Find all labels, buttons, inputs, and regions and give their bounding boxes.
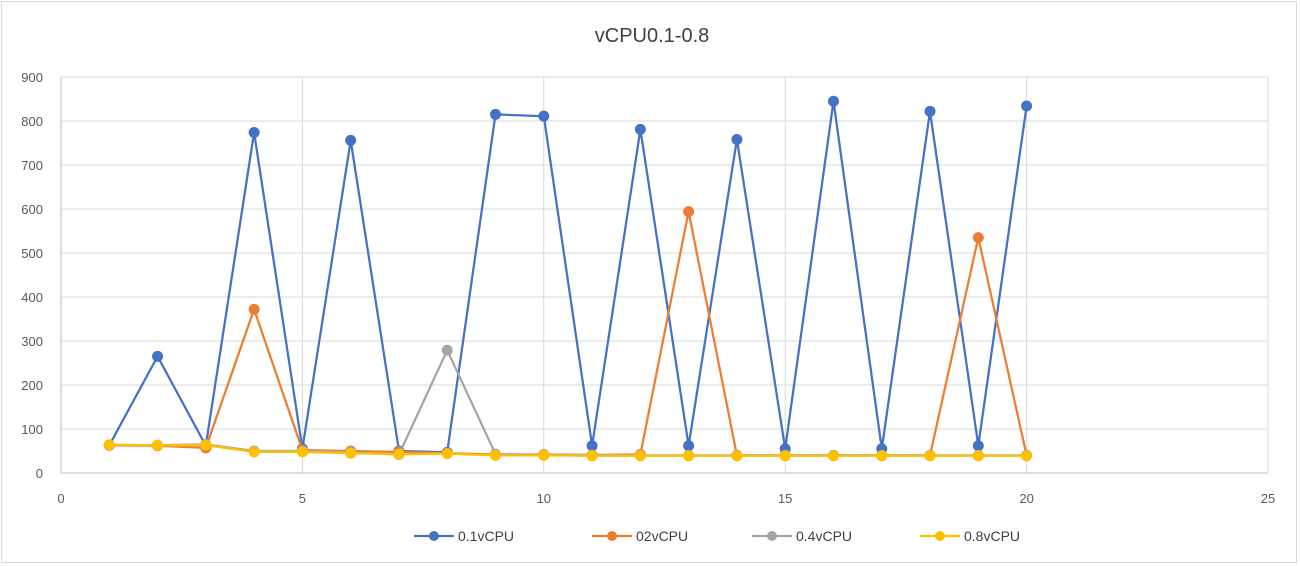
series-0.1vCPU (103, 95, 1033, 458)
legend-item: 0.4vCPU (752, 528, 852, 544)
y-tick-label: 100 (21, 422, 43, 437)
data-point (683, 450, 695, 462)
x-tick-label: 0 (57, 491, 64, 506)
y-tick-label: 0 (36, 466, 43, 481)
data-point (924, 450, 936, 462)
data-point (779, 450, 791, 462)
y-tick-label: 700 (21, 158, 43, 173)
data-point (827, 95, 839, 107)
y-tick-label: 200 (21, 378, 43, 393)
legend-item: 0.1vCPU (414, 528, 514, 544)
data-point (731, 450, 743, 462)
x-tick-label: 20 (1019, 491, 1033, 506)
data-point (731, 133, 743, 145)
y-tick-label: 300 (21, 334, 43, 349)
data-point (1021, 450, 1033, 462)
legend: 0.1vCPU 02vCPU 0.4vCPU 0.8vCPU (414, 528, 1020, 544)
x-tick-label: 15 (778, 491, 792, 506)
x-tick-label: 5 (299, 491, 306, 506)
data-point (490, 449, 502, 461)
data-point (634, 123, 646, 135)
series-line (109, 210, 1028, 457)
data-point (586, 440, 598, 452)
data-point (972, 450, 984, 462)
data-point (683, 206, 695, 218)
data-point (441, 448, 453, 460)
legend-label: 0.8vCPU (964, 528, 1020, 544)
chart-title: vCPU0.1-0.8 (595, 25, 710, 47)
legend-label: 02vCPU (636, 528, 688, 544)
series-lines (103, 95, 1033, 462)
data-point (248, 126, 260, 138)
data-point (393, 448, 405, 460)
y-tick-label: 600 (21, 202, 43, 217)
legend-marker (607, 531, 617, 541)
data-point (876, 450, 888, 462)
series-line (109, 443, 1027, 457)
series-line (108, 100, 1028, 454)
y-tick-label: 500 (21, 246, 43, 261)
data-point (827, 450, 839, 462)
data-point (972, 232, 984, 244)
legend-marker (429, 531, 439, 541)
data-point (152, 350, 164, 362)
legend-item: 0.8vCPU (920, 528, 1020, 544)
x-tick-label: 25 (1261, 491, 1275, 506)
data-point (248, 303, 260, 315)
data-point (683, 440, 695, 452)
legend-marker (935, 531, 945, 541)
y-tick-label: 800 (21, 114, 43, 129)
series-0.4vCPU (103, 344, 1033, 461)
data-point (538, 110, 550, 122)
series-0.8vCPU (103, 439, 1033, 462)
data-point (972, 440, 984, 452)
data-point (441, 344, 453, 356)
data-point (296, 446, 308, 458)
data-point (586, 450, 598, 462)
data-point (200, 439, 212, 451)
y-tick-label: 400 (21, 290, 43, 305)
data-point (345, 134, 357, 146)
data-point (1021, 100, 1033, 112)
data-point (634, 450, 646, 462)
data-point (345, 447, 357, 459)
data-point (248, 446, 260, 458)
data-point (538, 449, 550, 461)
legend-item: 02vCPU (592, 528, 688, 544)
series-02vCPU (103, 206, 1033, 461)
y-tick-label: 900 (21, 70, 43, 85)
data-point (490, 108, 502, 120)
x-tick-label: 10 (537, 491, 551, 506)
legend-label: 0.4vCPU (796, 528, 852, 544)
data-point (152, 439, 164, 451)
data-point (103, 439, 115, 451)
data-point (924, 105, 936, 117)
legend-marker (767, 531, 777, 541)
legend-label: 0.1vCPU (458, 528, 514, 544)
grid-lines (61, 76, 1269, 473)
axes: 0 100 200 300 400 500 600 700 800 900 0 5 10 15 20 25 (21, 70, 1275, 506)
